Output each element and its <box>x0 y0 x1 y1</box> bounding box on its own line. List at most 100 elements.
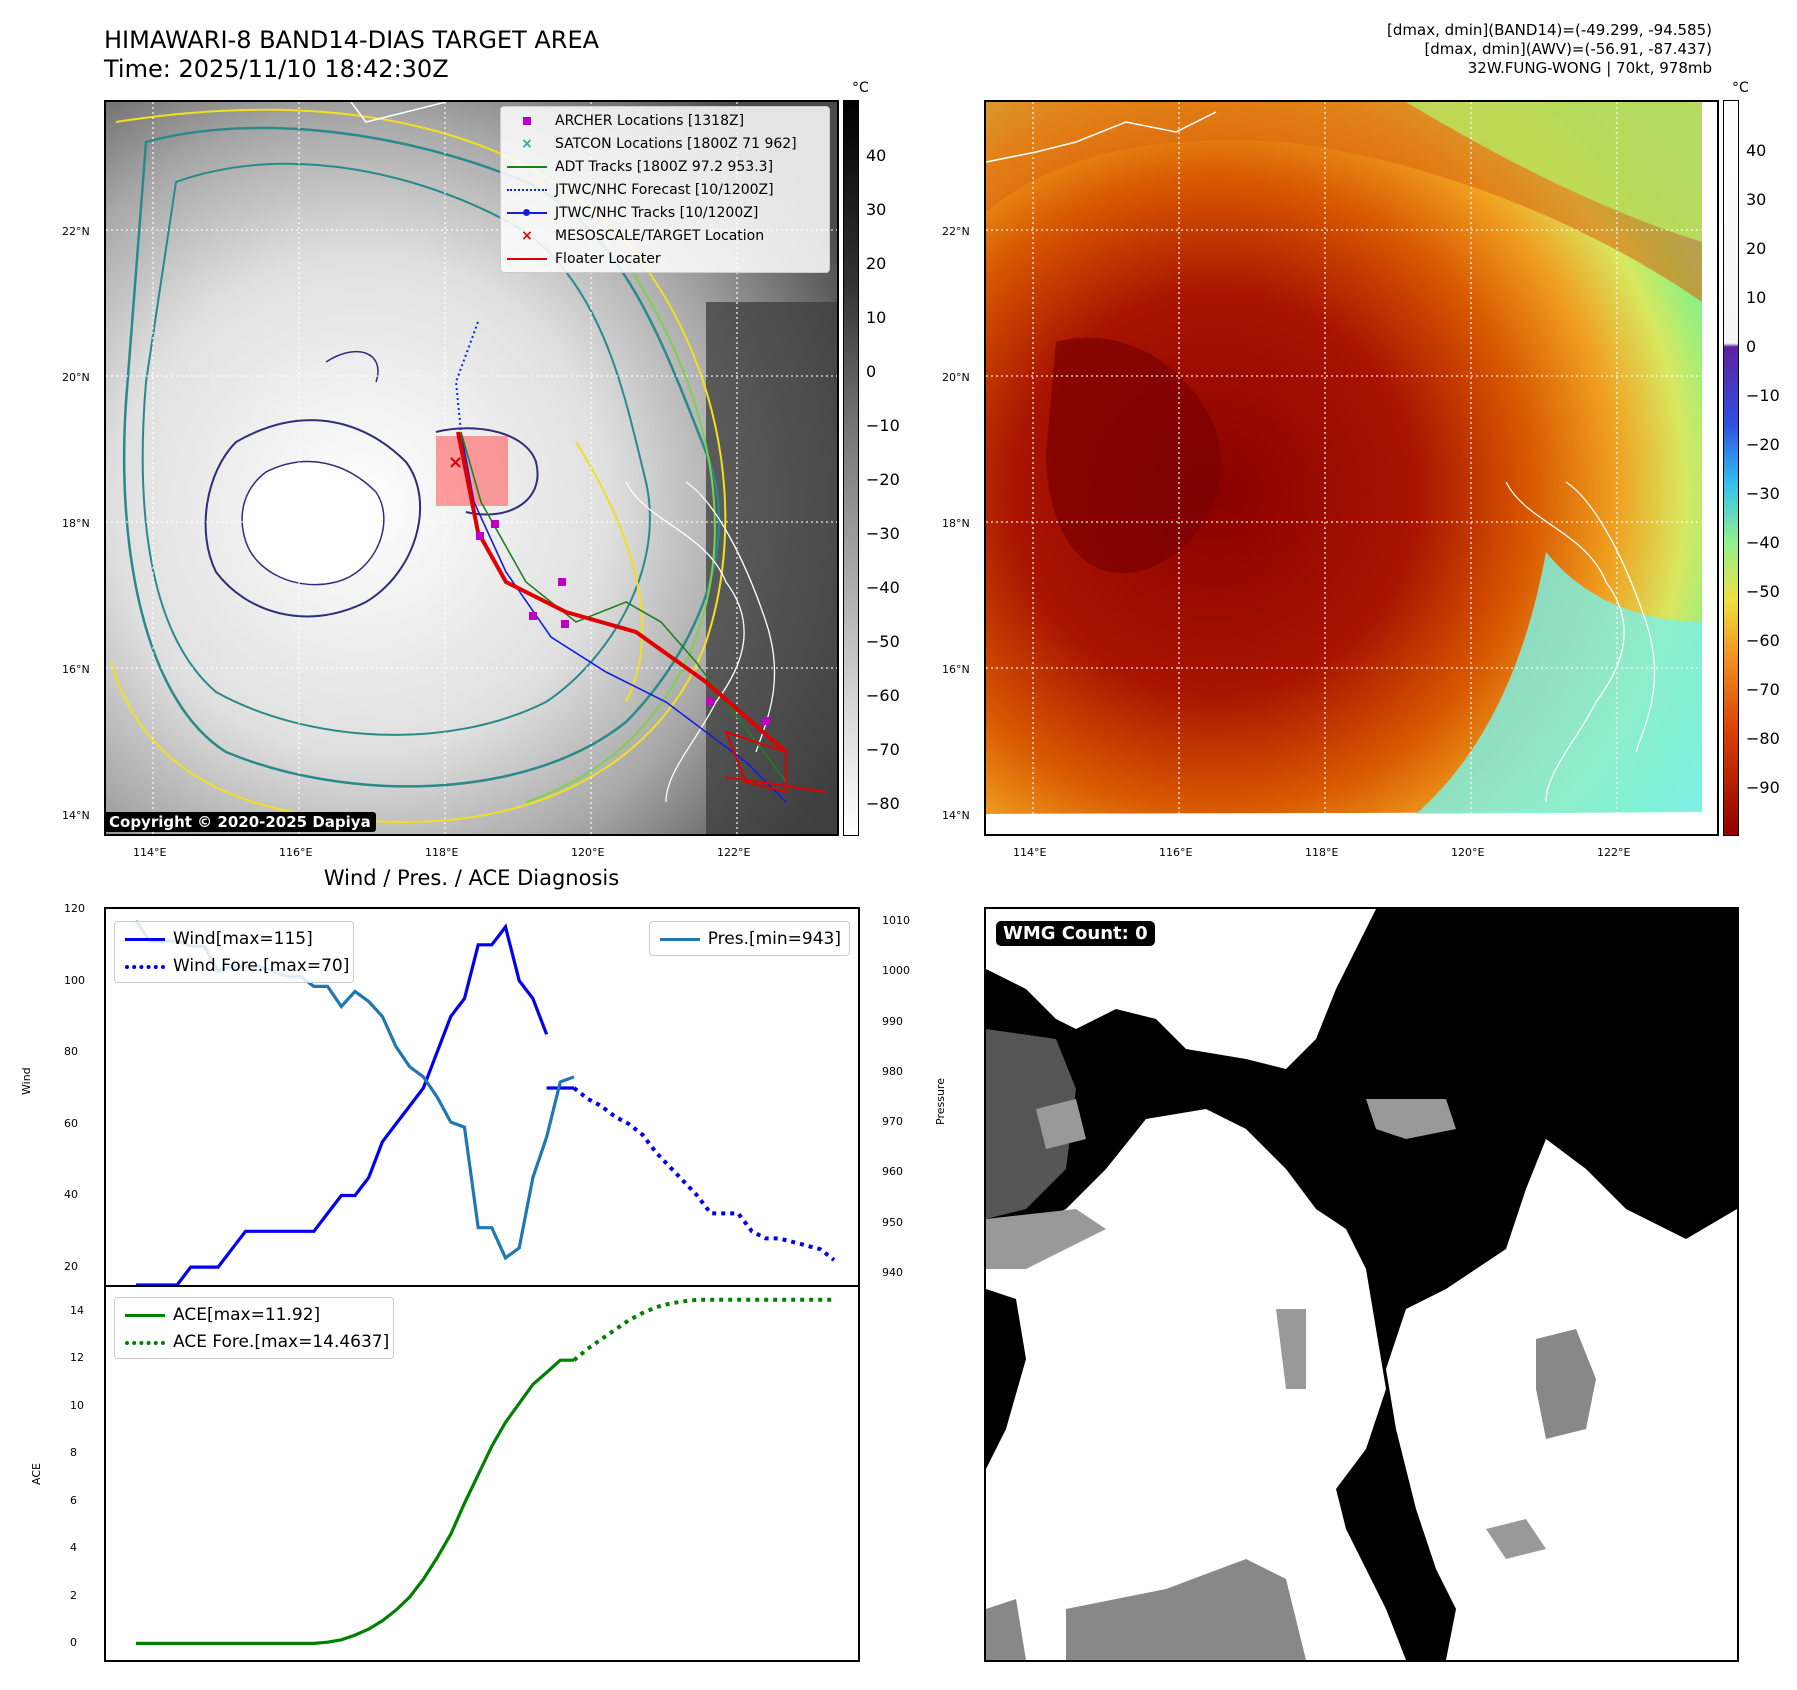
awv-colorbar <box>1723 100 1739 836</box>
colorbar-tick-label: −20 <box>866 472 900 488</box>
colorbar-tick-label: −30 <box>866 526 900 542</box>
dotted-line-icon <box>507 185 547 195</box>
legend-item-wind: Wind[max=115] <box>119 925 349 952</box>
x-marker-icon: × <box>507 231 547 241</box>
lon-label: 118°E <box>425 845 458 861</box>
legend-label: Wind[max=115] <box>173 929 313 949</box>
colorbar-unit: °C <box>852 80 869 96</box>
colorbar-tick-label: 20 <box>866 256 886 272</box>
y-tick-label: 20 <box>64 1259 78 1275</box>
colorbar-tick-label: −10 <box>1746 388 1780 404</box>
colorbar-tick-label: 40 <box>1746 143 1766 159</box>
lat-label: 18°N <box>62 516 90 532</box>
colorbar-tick-label: −70 <box>866 742 900 758</box>
wmg-image <box>986 909 1737 1660</box>
legend-label: JTWC/NHC Tracks [10/1200Z] <box>555 205 758 221</box>
line-dot-icon <box>507 208 547 218</box>
legend-item-wind-fore: Wind Fore.[max=70] <box>119 952 349 979</box>
colorbar-tick-label: −70 <box>1746 682 1780 698</box>
legend-item-target: × MESOSCALE/TARGET Location <box>501 224 829 247</box>
ace-legend: ACE[max=11.92] ACE Fore.[max=14.4637] <box>114 1297 394 1359</box>
lat-label: 20°N <box>942 370 970 386</box>
lat-label: 14°N <box>62 808 90 824</box>
y-right-tick-label: 970 <box>882 1114 903 1130</box>
colorbar-tick-label: −60 <box>1746 633 1780 649</box>
dotted-line-icon <box>125 1337 165 1347</box>
figure-title-line2: Time: 2025/11/10 18:42:30Z <box>104 55 599 84</box>
legend-label: Wind Fore.[max=70] <box>173 956 349 976</box>
lon-label: 114°E <box>1013 845 1046 861</box>
y-tick-label: 8 <box>70 1445 77 1461</box>
line-marker-icon <box>507 254 547 264</box>
y-right-tick-label: 960 <box>882 1164 903 1180</box>
ace-chart: ACE[max=11.92] ACE Fore.[max=14.4637] <box>104 1285 860 1662</box>
legend-item-adt: ADT Tracks [1800Z 97.2 953.3] <box>501 155 829 178</box>
lon-label: 120°E <box>571 845 604 861</box>
legend-item-archer: ARCHER Locations [1318Z] <box>501 109 829 132</box>
stats-storm: 32W.FUNG-WONG | 70kt, 978mb <box>1387 59 1712 78</box>
x-marker-icon: × <box>507 139 547 149</box>
y-tick-label: 4 <box>70 1540 77 1556</box>
lat-label: 16°N <box>62 662 90 678</box>
colorbar-tick-label: −40 <box>1746 535 1780 551</box>
legend-label: SATCON Locations [1800Z 71 962] <box>555 136 797 152</box>
lat-label: 22°N <box>942 224 970 240</box>
pressure-legend: Pres.[min=943] <box>649 921 850 956</box>
ace-series-line-1 <box>574 1300 834 1360</box>
figure-title-line1: HIMAWARI-8 BAND14-DIAS TARGET AREA <box>104 26 599 55</box>
awv-map-image <box>986 102 1717 834</box>
colorbar-tick-label: 40 <box>866 148 886 164</box>
legend-label: ACE Fore.[max=14.4637] <box>173 1332 389 1352</box>
colorbar-tick-label: −50 <box>1746 584 1780 600</box>
colorbar-tick-label: 10 <box>1746 290 1766 306</box>
line-marker-icon <box>507 162 547 172</box>
y-right-tick-label: 980 <box>882 1064 903 1080</box>
y-right-tick-label: 990 <box>882 1014 903 1030</box>
legend-label: ARCHER Locations [1318Z] <box>555 113 744 129</box>
diagnosis-title: Wind / Pres. / ACE Diagnosis <box>104 866 839 890</box>
y-tick-label: 120 <box>64 901 85 917</box>
legend-item-forecast: JTWC/NHC Forecast [10/1200Z] <box>501 178 829 201</box>
colorbar-tick-label: −90 <box>1746 780 1780 796</box>
dotted-line-icon <box>125 961 165 971</box>
lon-label: 116°E <box>1159 845 1192 861</box>
wmg-count-badge: WMG Count: 0 <box>996 921 1155 946</box>
ace-series-line-0 <box>136 1360 574 1643</box>
y-tick-label: 40 <box>64 1187 78 1203</box>
legend-label: Floater Locater <box>555 251 661 267</box>
lon-label: 122°E <box>717 845 750 861</box>
y-right-tick-label: 1010 <box>882 913 910 929</box>
stats-text: [dmax, dmin](BAND14)=(-49.299, -94.585) … <box>1387 21 1712 78</box>
line-marker-icon <box>125 934 165 944</box>
y-tick-label: 12 <box>70 1350 84 1366</box>
y-right-tick-label: 950 <box>882 1215 903 1231</box>
ace-axis-label: ACE <box>30 1463 43 1485</box>
legend-label: JTWC/NHC Forecast [10/1200Z] <box>555 182 774 198</box>
colorbar-tick-label: −30 <box>1746 486 1780 502</box>
colorbar-tick-label: 0 <box>1746 339 1756 355</box>
legend-item-tracks: JTWC/NHC Tracks [10/1200Z] <box>501 201 829 224</box>
colorbar-tick-label: −40 <box>866 580 900 596</box>
pressure-axis-label: Pressure <box>934 1078 947 1125</box>
ir-map-panel: × ARCHER Locations [1318Z] × SATCON Loca… <box>104 100 839 836</box>
legend-item-ace: ACE[max=11.92] <box>119 1301 389 1328</box>
legend-item-ace-fore: ACE Fore.[max=14.4637] <box>119 1328 389 1355</box>
y-tick-label: 0 <box>70 1635 77 1651</box>
y-tick-label: 6 <box>70 1493 77 1509</box>
y-tick-label: 100 <box>64 973 85 989</box>
legend-label: ADT Tracks [1800Z 97.2 953.3] <box>555 159 773 175</box>
y-tick-label: 2 <box>70 1588 77 1604</box>
lon-label: 120°E <box>1451 845 1484 861</box>
wmg-panel: WMG Count: 0 <box>984 907 1739 1662</box>
copyright-badge: Copyright © 2020-2025 Dapiya <box>104 812 376 832</box>
map-legend: ARCHER Locations [1318Z] × SATCON Locati… <box>500 106 830 273</box>
ir-colorbar <box>843 100 859 836</box>
legend-label: MESOSCALE/TARGET Location <box>555 228 764 244</box>
series-line-2 <box>574 1088 834 1260</box>
stats-band14: [dmax, dmin](BAND14)=(-49.299, -94.585) <box>1387 21 1712 40</box>
stats-awv: [dmax, dmin](AWV)=(-56.91, -87.437) <box>1387 40 1712 59</box>
line-marker-icon <box>660 934 700 944</box>
colorbar-tick-label: 0 <box>866 364 876 380</box>
lon-label: 114°E <box>133 845 166 861</box>
figure-title: HIMAWARI-8 BAND14-DIAS TARGET AREA Time:… <box>104 26 599 84</box>
